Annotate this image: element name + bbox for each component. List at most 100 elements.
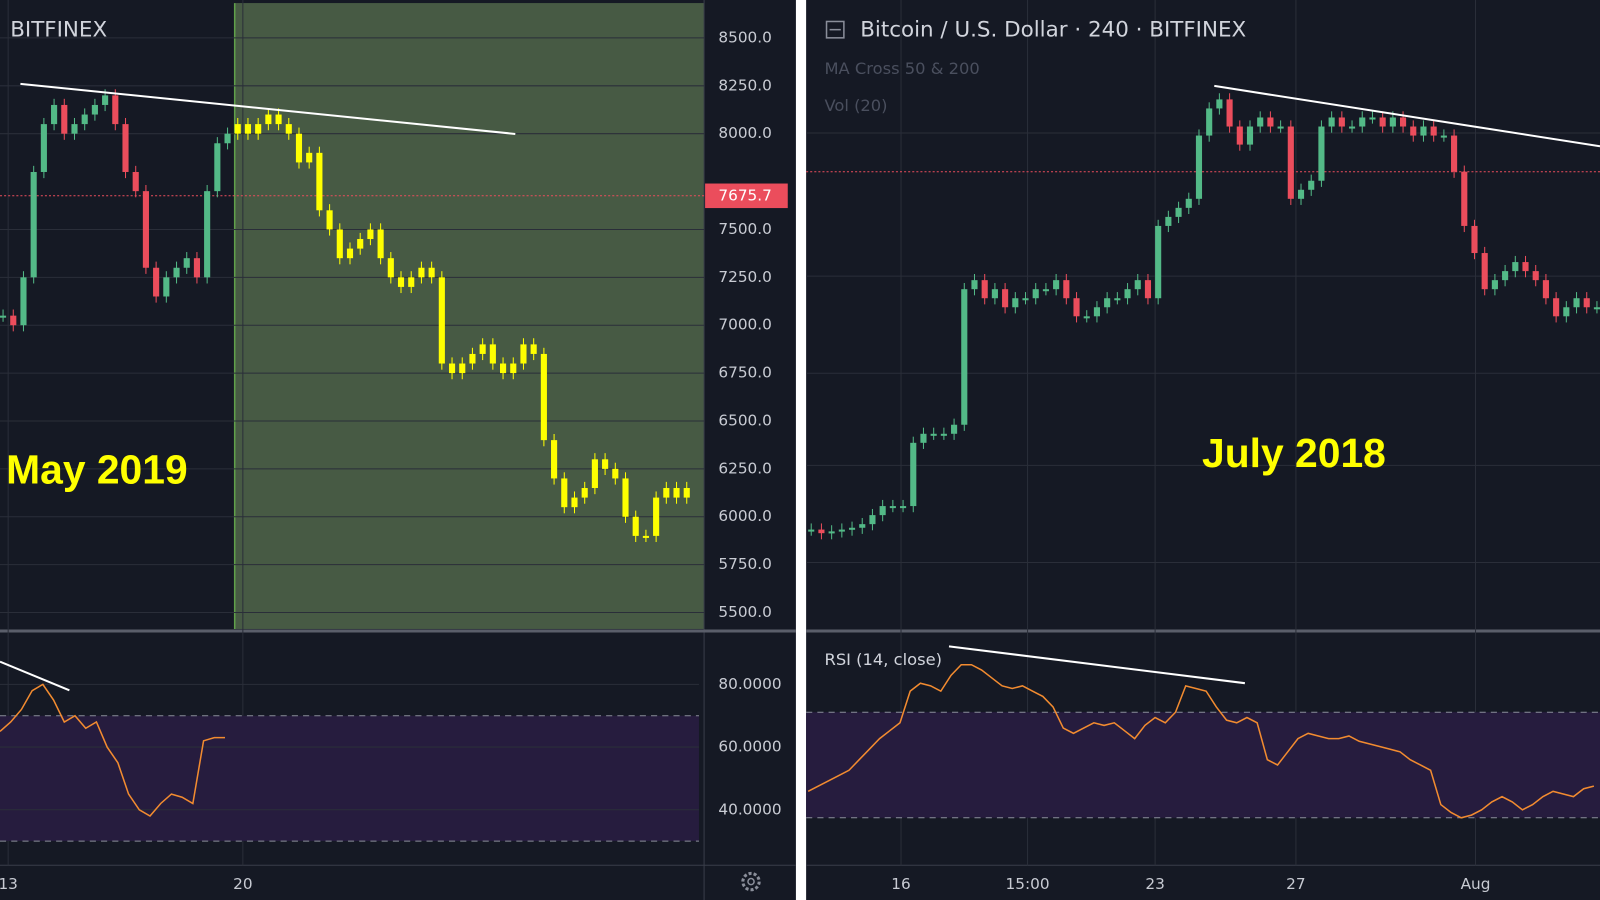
candle bbox=[571, 497, 578, 508]
candle bbox=[71, 124, 78, 134]
candle bbox=[500, 363, 507, 374]
time-tick-label: Aug bbox=[1461, 875, 1491, 893]
candle bbox=[879, 506, 886, 516]
candle bbox=[1297, 189, 1305, 199]
candle bbox=[828, 531, 835, 534]
candle bbox=[838, 529, 845, 532]
rsi-label: RSI (14, close) bbox=[824, 650, 942, 669]
candle bbox=[173, 267, 180, 278]
candle bbox=[1257, 117, 1264, 127]
candle bbox=[1471, 225, 1478, 254]
candle bbox=[1481, 253, 1488, 290]
candle bbox=[1573, 298, 1580, 308]
candle bbox=[275, 114, 282, 125]
candle bbox=[1553, 298, 1560, 317]
candle bbox=[1134, 280, 1141, 290]
candle bbox=[469, 353, 476, 364]
candle bbox=[122, 124, 129, 172]
candle bbox=[1308, 180, 1315, 190]
candle bbox=[408, 277, 415, 287]
candle bbox=[183, 258, 190, 268]
candle bbox=[1206, 108, 1213, 136]
candle bbox=[632, 516, 639, 536]
candle bbox=[1267, 117, 1274, 127]
candle bbox=[112, 95, 119, 125]
last-price-label: 7675.7 bbox=[718, 186, 772, 204]
candle bbox=[1522, 262, 1529, 272]
candle bbox=[1114, 298, 1121, 301]
price-tick-label: 6750.0 bbox=[718, 364, 772, 382]
time-tick-label: 27 bbox=[1286, 875, 1305, 893]
candle bbox=[1451, 135, 1458, 172]
candle bbox=[1359, 117, 1366, 127]
candle bbox=[520, 344, 527, 364]
candle bbox=[1053, 280, 1060, 290]
candle bbox=[1175, 207, 1182, 217]
candle bbox=[1583, 298, 1590, 308]
candle bbox=[448, 363, 456, 374]
candle bbox=[357, 239, 364, 249]
exchange-label: BITFINEX bbox=[10, 18, 107, 43]
price-tick-label: 7000.0 bbox=[718, 316, 772, 334]
candle bbox=[1348, 126, 1356, 129]
annotation: July 2018 bbox=[1202, 430, 1386, 476]
candle bbox=[971, 280, 978, 290]
price-tick-label: 5750.0 bbox=[718, 555, 772, 573]
candle bbox=[1389, 117, 1396, 127]
price-tick-label: 8500.0 bbox=[718, 28, 772, 46]
candle bbox=[981, 280, 988, 299]
candle bbox=[1287, 126, 1294, 199]
candle bbox=[591, 459, 598, 489]
settings-icon[interactable] bbox=[741, 871, 761, 892]
candle bbox=[1063, 280, 1070, 299]
candle bbox=[900, 506, 907, 509]
candle bbox=[346, 248, 354, 259]
annotation: May 2019 bbox=[6, 446, 188, 492]
candle bbox=[1593, 307, 1600, 310]
rsi-tick-label: 40.0000 bbox=[718, 800, 781, 818]
candle bbox=[581, 488, 588, 498]
indicator-label: MA Cross 50 & 200 bbox=[824, 59, 979, 78]
candle bbox=[1440, 135, 1447, 138]
candle bbox=[869, 515, 876, 525]
trend-line bbox=[1214, 84, 1600, 148]
indicator-label: Vol (20) bbox=[824, 96, 887, 115]
candle bbox=[1246, 126, 1254, 145]
candle bbox=[1083, 316, 1090, 319]
collapse-icon[interactable] bbox=[825, 20, 845, 39]
candle bbox=[10, 315, 17, 326]
price-tick-label: 8000.0 bbox=[718, 124, 772, 142]
price-tick-label: 7250.0 bbox=[718, 268, 772, 286]
price-tick-label: 8250.0 bbox=[718, 76, 772, 94]
candle bbox=[1400, 117, 1407, 127]
candle bbox=[479, 344, 486, 354]
gear[interactable] bbox=[741, 871, 761, 892]
rsi-band bbox=[806, 712, 1600, 818]
candle bbox=[336, 229, 343, 259]
candle bbox=[1420, 126, 1427, 136]
candle bbox=[940, 433, 947, 436]
candle bbox=[1185, 198, 1192, 208]
gear-hub bbox=[747, 877, 755, 886]
candle bbox=[61, 104, 68, 134]
candle bbox=[551, 440, 558, 479]
candle bbox=[193, 258, 200, 278]
candle bbox=[1195, 135, 1203, 199]
candle bbox=[642, 535, 649, 538]
candle bbox=[910, 442, 917, 507]
rsi-tick-label: 60.0000 bbox=[718, 738, 781, 756]
candle bbox=[1461, 171, 1468, 226]
trend-line bbox=[0, 660, 70, 692]
candle bbox=[818, 529, 825, 534]
candle bbox=[397, 277, 405, 287]
candle bbox=[920, 433, 927, 443]
candle bbox=[377, 229, 384, 259]
candle bbox=[889, 506, 896, 509]
candle bbox=[285, 124, 292, 134]
candle bbox=[265, 114, 272, 125]
symbol-title: Bitcoin / U.S. Dollar · 240 · BITFINEX bbox=[860, 18, 1246, 43]
candle bbox=[1042, 289, 1049, 292]
candle bbox=[673, 488, 680, 498]
candle bbox=[1155, 225, 1162, 299]
candle bbox=[1532, 271, 1539, 281]
